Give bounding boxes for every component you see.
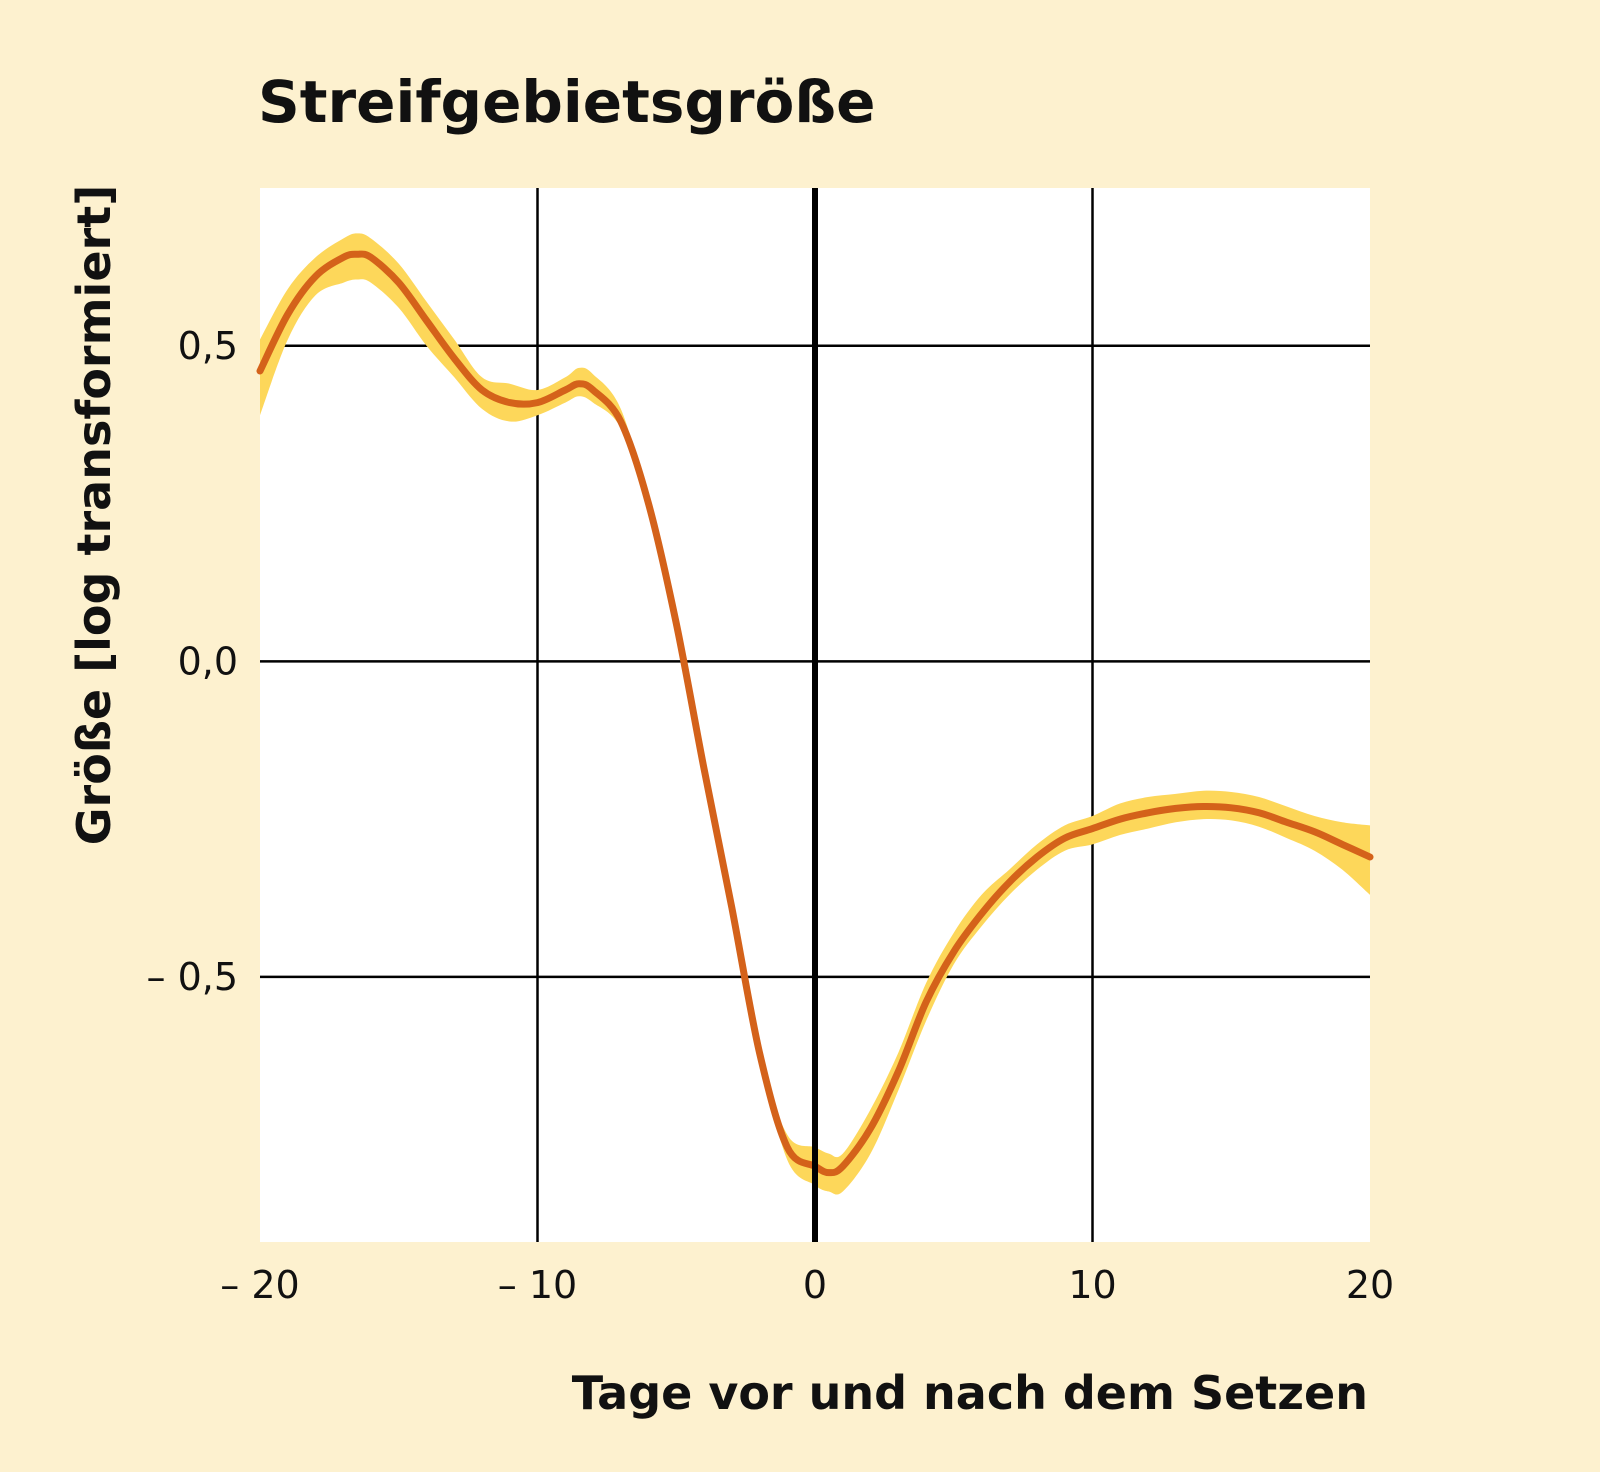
x-axis-ticks: – 20 – 10 0 10 20: [220, 1263, 1394, 1307]
series-line: [256, 250, 1374, 1177]
y-axis-label: Größe [log transformiert]: [67, 185, 121, 845]
x-tick-label: 0: [803, 1263, 827, 1307]
x-tick-label: – 10: [498, 1263, 577, 1307]
y-tick-label: 0,5: [178, 324, 238, 368]
x-tick-label: – 20: [220, 1263, 299, 1307]
x-tick-label: 20: [1346, 1263, 1394, 1307]
x-tick-label: 10: [1068, 1263, 1116, 1307]
x-axis-label: Tage vor und nach dem Setzen: [572, 1366, 1368, 1420]
y-tick-label: 0,0: [178, 639, 238, 683]
y-axis-ticks: 0,5 0,0 – 0,5: [146, 324, 238, 999]
y-tick-label: – 0,5: [146, 955, 238, 999]
chart-title: Streifgebietsgröße: [258, 68, 875, 136]
